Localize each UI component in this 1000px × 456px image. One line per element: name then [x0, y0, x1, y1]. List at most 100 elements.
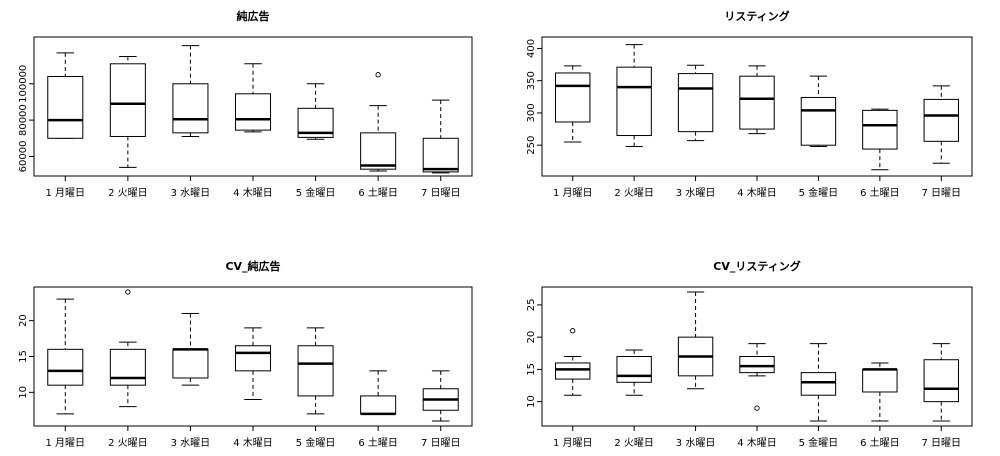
boxplot-panel-2: リスティング 250 300 350 400 1 月曜日 2 火曜日 3 水曜日 4 木曜日 5 … — [526, 9, 973, 199]
x-tick-label: 4 木曜日 — [233, 187, 273, 199]
box-1 — [47, 52, 84, 139]
x-tick-label: 1 月曜日 — [553, 187, 593, 199]
x-tick-label: 3 水曜日 — [171, 437, 211, 449]
y-tick-label: 400 — [526, 39, 537, 58]
chart-title: CV_純広告 — [225, 259, 280, 273]
box-4 — [739, 343, 775, 411]
y-tick-label: 15 — [18, 350, 29, 363]
box-6 — [360, 72, 397, 172]
iqr-box — [862, 368, 898, 393]
outlier-point — [570, 328, 576, 334]
y-tick-label: 10 — [18, 386, 29, 399]
box-2 — [616, 349, 652, 396]
x-tick-label: 1 月曜日 — [553, 437, 593, 449]
y-tick-label: 80000 — [18, 104, 29, 136]
x-tick-label: 1 月曜日 — [46, 437, 86, 449]
box-7 — [923, 85, 959, 164]
x-tick-label: 1 月曜日 — [46, 187, 86, 199]
box-5 — [297, 83, 334, 140]
iqr-box — [923, 98, 959, 142]
chart-title: CV_リスティング — [713, 259, 800, 273]
box-2 — [109, 289, 146, 408]
boxplot-panel-4: CV_リスティング 10 15 20 25 1 月曜日 2 火曜日 3 水曜日 4 木曜日 5 金… — [526, 259, 973, 449]
iqr-box — [923, 359, 959, 403]
x-tick-label: 2 火曜日 — [108, 187, 148, 199]
boxplot-panel-3: CV_純広告 10 15 20 1 月曜日 2 火曜日 3 水曜日 4 木曜日 5 金曜日 6 土… — [18, 259, 473, 449]
iqr-box — [297, 345, 334, 397]
iqr-box — [109, 348, 146, 386]
box-7 — [422, 99, 459, 174]
iqr-box — [555, 72, 591, 123]
box-5 — [297, 327, 334, 415]
iqr-box — [555, 362, 591, 380]
x-tick-label: 7 日曜日 — [421, 437, 461, 449]
x-tick-label: 5 金曜日 — [799, 186, 839, 199]
iqr-box — [360, 395, 397, 415]
box-5 — [800, 343, 837, 422]
y-tick-label: 250 — [526, 136, 537, 155]
iqr-box — [109, 63, 146, 137]
x-tick-label: 5 金曜日 — [799, 436, 839, 449]
box-4 — [739, 65, 775, 135]
box-7 — [422, 370, 459, 422]
x-tick-label: 7 日曜日 — [922, 437, 962, 449]
iqr-box — [800, 96, 837, 146]
outlier-point — [754, 405, 760, 411]
iqr-box — [616, 356, 652, 383]
iqr-box — [616, 66, 652, 137]
iqr-box — [862, 109, 898, 150]
x-tick-label: 3 水曜日 — [171, 187, 211, 199]
chart-title: リスティング — [724, 9, 789, 23]
box-3 — [172, 313, 209, 386]
x-tick-label: 2 火曜日 — [614, 437, 654, 449]
x-tick-label: 4 木曜日 — [233, 437, 273, 449]
iqr-box — [234, 93, 272, 131]
y-tick-label: 350 — [526, 71, 537, 90]
iqr-box — [677, 73, 714, 133]
y-tick-label: 15 — [526, 363, 537, 376]
y-tick-label: 10 — [526, 395, 537, 408]
x-tick-label: 6 土曜日 — [860, 186, 900, 199]
iqr-box — [234, 345, 272, 372]
box-3 — [172, 45, 209, 137]
x-tick-label: 6 土曜日 — [860, 436, 900, 449]
outlier-point — [375, 72, 381, 78]
x-tick-label: 6 土曜日 — [358, 436, 398, 449]
x-tick-label: 4 木曜日 — [737, 187, 777, 199]
x-tick-label: 3 水曜日 — [676, 437, 716, 449]
iqr-box — [360, 132, 397, 170]
box-2 — [616, 44, 652, 147]
box-4 — [234, 327, 272, 400]
x-tick-label: 7 日曜日 — [922, 187, 962, 199]
x-tick-label: 7 日曜日 — [421, 187, 461, 199]
box-1 — [47, 298, 84, 415]
y-tick-label: 20 — [526, 331, 537, 344]
iqr-box — [422, 137, 459, 173]
box-4 — [234, 63, 272, 133]
box-5 — [800, 75, 837, 147]
iqr-box — [800, 372, 837, 396]
iqr-box — [739, 75, 775, 130]
x-tick-label: 5 金曜日 — [296, 186, 336, 199]
iqr-box — [172, 83, 209, 134]
x-tick-label: 2 火曜日 — [614, 187, 654, 199]
y-tick-label: 60000 — [18, 141, 29, 173]
x-tick-label: 4 木曜日 — [737, 437, 777, 449]
iqr-box — [47, 348, 84, 386]
box-3 — [677, 64, 714, 142]
box-1 — [555, 328, 591, 396]
iqr-box — [739, 356, 775, 374]
box-2 — [109, 56, 146, 168]
x-tick-label: 6 土曜日 — [358, 186, 398, 199]
box-7 — [923, 343, 959, 422]
chart-title: 純広告 — [237, 9, 270, 23]
box-6 — [862, 108, 898, 171]
x-tick-label: 2 火曜日 — [108, 437, 148, 449]
y-tick-label: 25 — [526, 299, 537, 312]
iqr-box — [172, 348, 209, 379]
box-6 — [360, 370, 397, 416]
x-tick-label: 3 水曜日 — [676, 187, 716, 199]
x-tick-label: 5 金曜日 — [296, 436, 336, 449]
y-tick-label: 300 — [526, 103, 537, 122]
